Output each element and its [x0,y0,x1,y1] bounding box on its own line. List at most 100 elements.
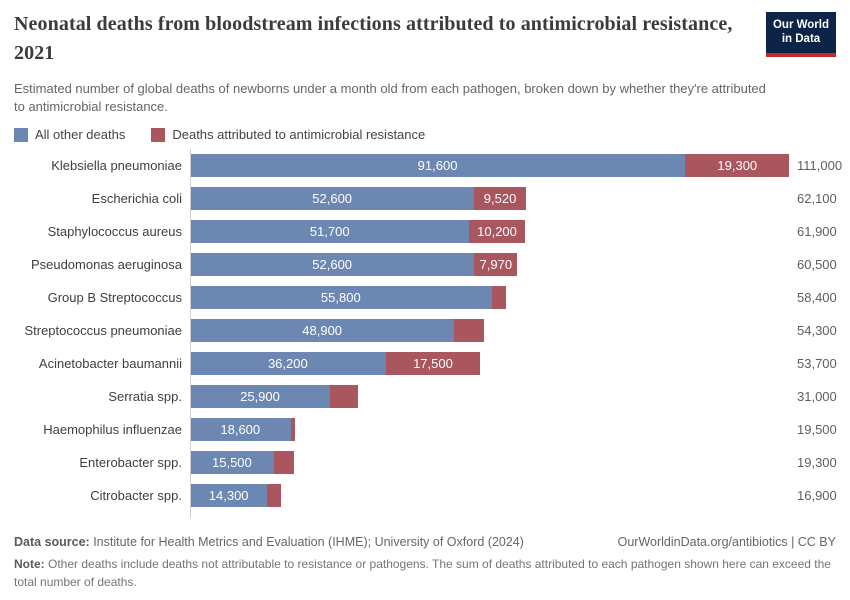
bar-value-label: 18,600 [220,422,261,438]
bar-value-label: 52,600 [312,191,353,207]
bar-total-label: 31,000 [797,389,837,405]
bar-row: Escherichia coli 52,600 9,520 62,100 [14,182,837,215]
chart-note: Note: Other deaths include deaths not at… [14,556,836,591]
bar-total-label: 58,400 [797,290,837,306]
bar-row: Enterobacter spp. 15,500 19,300 [14,446,837,479]
bar-total-label: 54,300 [797,323,837,339]
bar-value-label: 17,500 [413,356,453,372]
bar-row: Acinetobacter baumannii 36,200 17,500 53,70… [14,347,837,380]
category-label: Streptococcus pneumoniae [24,323,182,339]
bar-segment-amr-deaths [290,418,296,442]
category-label: Klebsiella pneumoniae [51,158,182,174]
bar-row: Citrobacter spp. 14,300 16,900 [14,479,837,512]
bar-value-label: 36,200 [267,356,308,372]
bar-value-label: 55,800 [320,290,361,306]
header: Neonatal deaths from bloodstream infecti… [14,10,836,68]
bar-segment-other-deaths: 51,700 [190,220,470,244]
legend-label: All other deaths [35,127,126,143]
category-label: Staphylococcus aureus [47,224,182,240]
bar-track: 14,300 [190,484,790,508]
chart-legend: All other deaths Deaths attributed to an… [14,127,836,142]
bar-value-label: 25,900 [240,389,280,405]
y-axis-line [190,149,191,519]
bar-row: Staphylococcus aureus 51,700 10,200 61,900 [14,215,837,248]
bar-track: 18,600 [190,418,790,442]
bar-track: 25,900 [190,385,790,409]
bar-segment-amr-deaths [273,451,295,475]
bar-segment-other-deaths: 52,600 [190,253,475,277]
bar-track: 91,600 19,300 [190,154,790,178]
chart-footer: Data source: Institute for Health Metric… [14,535,836,591]
legend-item-amr-deaths: Deaths attributed to antimicrobial resis… [151,127,425,142]
bar-total-label: 19,300 [797,455,837,471]
chart-subtitle: Estimated number of global deaths of new… [14,81,766,115]
bar-row: Klebsiella pneumoniae 91,600 19,300 111,000 [14,149,842,182]
owid-logo-line1: Our World [772,19,829,31]
bar-segment-amr-deaths: 9,520 [474,187,526,211]
bar-segment-other-deaths: 15,500 [190,451,274,475]
bar-track: 51,700 10,200 [190,220,790,244]
bar-row: Streptococcus pneumoniae 48,900 54,300 [14,314,837,347]
bar-segment-other-deaths: 36,200 [190,352,386,376]
bar-segment-amr-deaths: 17,500 [385,352,481,376]
bar-segment-amr-deaths: 10,200 [469,220,525,244]
bar-segment-other-deaths: 52,600 [190,187,475,211]
legend-item-other-deaths: All other deaths [14,127,125,142]
data-source: Data source: Institute for Health Metric… [14,535,524,549]
category-label: Citrobacter spp. [90,488,182,504]
bar-value-label: 9,520 [483,191,517,207]
bar-total-label: 60,500 [797,257,837,273]
bar-rows: Klebsiella pneumoniae 91,600 19,300 111,000… [14,149,842,512]
bar-track: 52,600 7,970 [190,253,790,277]
bar-segment-amr-deaths: 19,300 [685,154,790,178]
legend-swatch [14,127,28,142]
bar-segment-amr-deaths [491,286,506,310]
bar-track: 15,500 [190,451,790,475]
bar-row: Serratia spp. 25,900 31,000 [14,380,837,413]
category-label: Serratia spp. [108,389,182,405]
attribution-link: OurWorldinData.org/antibiotics | CC BY [617,535,836,550]
bar-total-label: 19,500 [797,422,837,438]
bar-segment-other-deaths: 48,900 [190,319,455,343]
bar-row: Pseudomonas aeruginosa 52,600 7,970 60,500 [14,248,837,281]
bar-value-label: 15,500 [212,455,252,471]
category-label: Escherichia coli [91,191,182,207]
bar-value-label: 10,200 [477,224,517,240]
source-row: Data source: Institute for Health Metric… [14,535,836,549]
bar-track: 48,900 [190,319,790,343]
bar-segment-other-deaths: 55,800 [190,286,492,310]
bar-total-label: 16,900 [797,488,837,504]
category-label: Haemophilus influenzae [43,422,182,438]
note-label: Note: [14,557,48,572]
bar-track: 52,600 9,520 [190,187,790,211]
bar-total-label: 111,000 [797,158,843,174]
bar-segment-amr-deaths [330,385,358,409]
bar-segment-other-deaths: 14,300 [190,484,268,508]
bar-track: 36,200 17,500 [190,352,790,376]
bar-value-label: 14,300 [208,488,249,504]
bar-chart: Klebsiella pneumoniae 91,600 19,300 111,000… [14,149,842,519]
category-label: Enterobacter spp. [79,455,182,471]
bar-value-label: 19,300 [717,158,758,174]
bar-total-label: 62,100 [797,191,837,207]
category-label: Acinetobacter baumannii [38,356,182,372]
bar-total-label: 53,700 [797,356,837,372]
bar-segment-amr-deaths [454,319,484,343]
bar-segment-other-deaths: 91,600 [190,154,686,178]
category-label: Group B Streptococcus [47,290,182,306]
bar-value-label: 91,600 [417,158,458,174]
data-source-text: Institute for Health Metrics and Evaluat… [93,535,524,550]
owid-logo: Our World in Data [766,12,836,57]
bar-value-label: 48,900 [302,323,343,339]
bar-row: Group B Streptococcus 55,800 58,400 [14,281,837,314]
bar-row: Haemophilus influenzae 18,600 19,500 [14,413,837,446]
owid-logo-line2: in Data [781,32,821,45]
page-title: Neonatal deaths from bloodstream infecti… [14,13,733,64]
bar-segment-amr-deaths: 7,970 [474,253,518,277]
data-source-label: Data source: [14,535,94,550]
bar-segment-amr-deaths [267,484,282,508]
bar-track: 55,800 [190,286,790,310]
bar-value-label: 51,700 [309,224,350,240]
bar-segment-other-deaths: 25,900 [190,385,330,409]
